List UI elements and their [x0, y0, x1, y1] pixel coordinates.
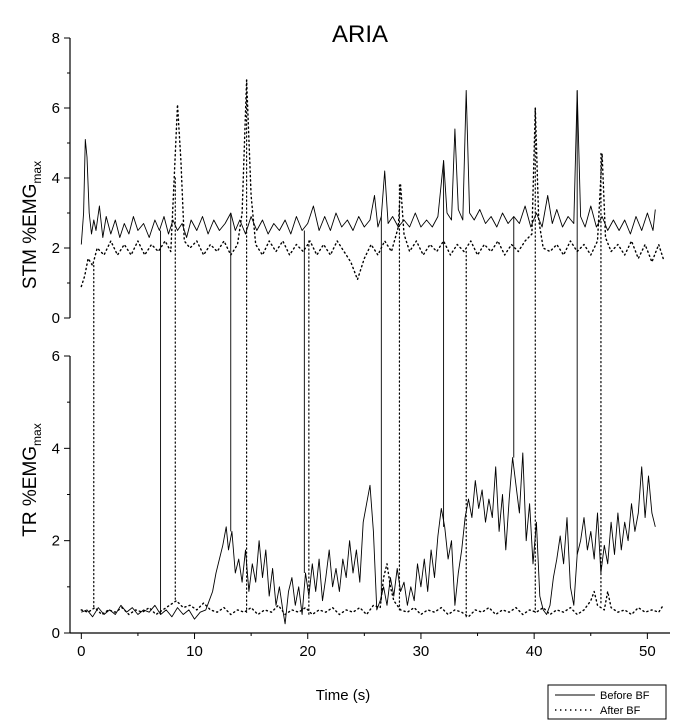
x-tick-label: 30	[413, 643, 430, 660]
stm-series-before-bf-line	[80, 90, 656, 245]
x-axis: 0 10 20 30 40 50	[70, 632, 670, 660]
x-tick-label: 50	[639, 643, 656, 660]
x-axis-label: Time (s)	[316, 687, 370, 704]
stm-y-tick-label: 6	[52, 100, 60, 117]
stm-y-axis-label-sub: max	[30, 161, 44, 184]
x-tick-label: 20	[299, 643, 316, 660]
stm-y-tick-label: 8	[52, 30, 60, 47]
tr-y-tick-label: 4	[52, 440, 60, 457]
stm-series-after-bf-line	[80, 79, 664, 288]
legend: Before BF After BF	[547, 684, 667, 720]
x-tick-label: 0	[77, 643, 85, 660]
stm-y-tick-label: 2	[52, 240, 60, 257]
tr-series-before-bf-line	[81, 452, 656, 625]
tr-y-tick-label: 2	[52, 533, 60, 550]
tr-y-tick-label: 0	[52, 625, 60, 642]
stm-y-tick-label: 4	[52, 170, 60, 187]
tr-y-axis-label-sub: max	[30, 423, 44, 446]
tr-y-tick-label: 6	[52, 348, 60, 365]
legend-box	[547, 684, 667, 720]
x-tick-label: 40	[526, 643, 543, 660]
tr-series-after-bf-line	[80, 563, 664, 618]
stm-y-axis-label: STM %EMGmax	[20, 161, 44, 289]
stm-y-axis-label-main: STM %EMG	[20, 184, 41, 290]
plot-layer	[80, 79, 664, 625]
tr-y-axis-label: TR %EMGmax	[20, 423, 44, 536]
legend-label-after-bf: After BF	[600, 705, 641, 717]
tr-y-axis-label-main: TR %EMG	[20, 446, 41, 537]
stm-panel: STM %EMGmax 0 2 4 6 8	[20, 30, 71, 327]
stm-y-tick-label: 0	[52, 310, 60, 327]
event-markers	[93, 79, 602, 618]
tr-panel: TR %EMGmax 0 2 4 6	[20, 348, 71, 642]
chart-title: ARIA	[332, 21, 388, 48]
legend-label-before-bf: Before BF	[600, 690, 650, 702]
x-tick-label: 10	[186, 643, 203, 660]
